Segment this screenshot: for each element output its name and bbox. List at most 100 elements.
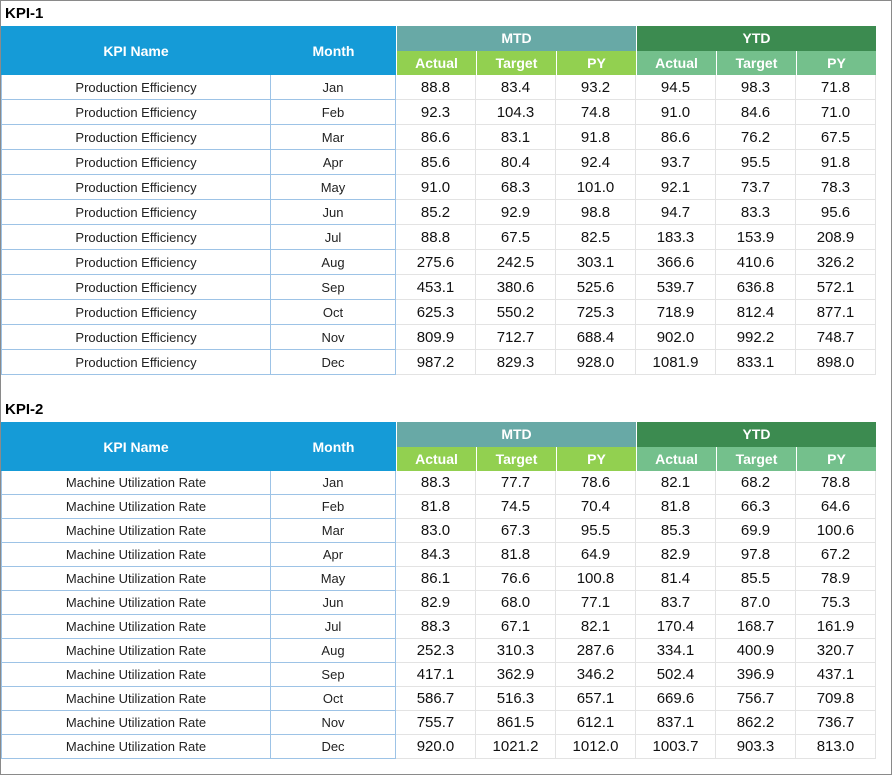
value-cell: 75.3 [796,591,876,615]
value-cell: 437.1 [796,663,876,687]
value-cell: 97.8 [716,543,796,567]
month-cell: Dec [271,350,396,375]
value-cell: 91.8 [556,125,636,150]
value-cell: 92.4 [556,150,636,175]
value-cell: 104.3 [476,100,556,125]
kpi-name-cell: Machine Utilization Rate [1,567,271,591]
value-cell: 91.0 [636,100,716,125]
value-cell: 813.0 [796,735,876,759]
value-cell: 67.5 [476,225,556,250]
value-cell: 78.3 [796,175,876,200]
month-cell: Apr [271,150,396,175]
value-cell: 101.0 [556,175,636,200]
kpi-name-cell: Production Efficiency [1,300,271,325]
kpi-name-cell: Production Efficiency [1,150,271,175]
value-cell: 612.1 [556,711,636,735]
kpi-name-cell: Production Efficiency [1,275,271,300]
kpi-name-cell: Machine Utilization Rate [1,495,271,519]
header-column: Target [476,446,556,471]
value-cell: 525.6 [556,275,636,300]
value-cell: 68.2 [716,471,796,495]
value-cell: 78.9 [796,567,876,591]
value-cell: 709.8 [796,687,876,711]
value-cell: 903.3 [716,735,796,759]
month-cell: Nov [271,325,396,350]
month-cell: Oct [271,687,396,711]
kpi-name-cell: Production Efficiency [1,250,271,275]
value-cell: 74.5 [476,495,556,519]
value-cell: 877.1 [796,300,876,325]
kpi-name-cell: Machine Utilization Rate [1,543,271,567]
value-cell: 837.1 [636,711,716,735]
value-cell: 83.4 [476,75,556,100]
month-cell: May [271,175,396,200]
value-cell: 67.3 [476,519,556,543]
value-cell: 208.9 [796,225,876,250]
value-cell: 92.3 [396,100,476,125]
value-cell: 334.1 [636,639,716,663]
value-cell: 82.9 [396,591,476,615]
header-group: YTD [636,26,876,51]
value-cell: 86.6 [396,125,476,150]
value-cell: 64.9 [556,543,636,567]
value-cell: 303.1 [556,250,636,275]
value-cell: 380.6 [476,275,556,300]
value-cell: 657.1 [556,687,636,711]
kpi-name-cell: Machine Utilization Rate [1,639,271,663]
value-cell: 756.7 [716,687,796,711]
value-cell: 81.4 [636,567,716,591]
value-cell: 85.3 [636,519,716,543]
header-column: Actual [636,446,716,471]
value-cell: 98.3 [716,75,796,100]
month-cell: Mar [271,125,396,150]
value-cell: 68.3 [476,175,556,200]
month-cell: Mar [271,519,396,543]
value-cell: 400.9 [716,639,796,663]
value-cell: 928.0 [556,350,636,375]
value-cell: 539.7 [636,275,716,300]
value-cell: 86.6 [636,125,716,150]
month-cell: Dec [271,735,396,759]
month-cell: Jan [271,471,396,495]
value-cell: 78.8 [796,471,876,495]
value-cell: 94.7 [636,200,716,225]
value-cell: 736.7 [796,711,876,735]
value-cell: 252.3 [396,639,476,663]
header-column: Actual [396,446,476,471]
value-cell: 100.6 [796,519,876,543]
value-cell: 320.7 [796,639,876,663]
month-cell: Sep [271,663,396,687]
kpi-name-cell: Machine Utilization Rate [1,735,271,759]
value-cell: 809.9 [396,325,476,350]
header-column: Target [716,446,796,471]
value-cell: 77.7 [476,471,556,495]
value-cell: 93.7 [636,150,716,175]
value-cell: 73.7 [716,175,796,200]
value-cell: 71.0 [796,100,876,125]
value-cell: 85.6 [396,150,476,175]
value-cell: 625.3 [396,300,476,325]
value-cell: 98.8 [556,200,636,225]
value-cell: 1021.2 [476,735,556,759]
value-cell: 85.5 [716,567,796,591]
value-cell: 88.3 [396,615,476,639]
value-cell: 812.4 [716,300,796,325]
value-cell: 862.2 [716,711,796,735]
value-cell: 183.3 [636,225,716,250]
value-cell: 94.5 [636,75,716,100]
value-cell: 861.5 [476,711,556,735]
value-cell: 82.1 [636,471,716,495]
kpi-name-cell: Production Efficiency [1,350,271,375]
value-cell: 410.6 [716,250,796,275]
value-cell: 83.1 [476,125,556,150]
value-cell: 95.6 [796,200,876,225]
kpi-name-cell: Machine Utilization Rate [1,519,271,543]
header-column: Actual [636,50,716,75]
value-cell: 88.8 [396,225,476,250]
value-cell: 81.8 [396,495,476,519]
value-cell: 83.7 [636,591,716,615]
value-cell: 74.8 [556,100,636,125]
value-cell: 161.9 [796,615,876,639]
value-cell: 91.8 [796,150,876,175]
